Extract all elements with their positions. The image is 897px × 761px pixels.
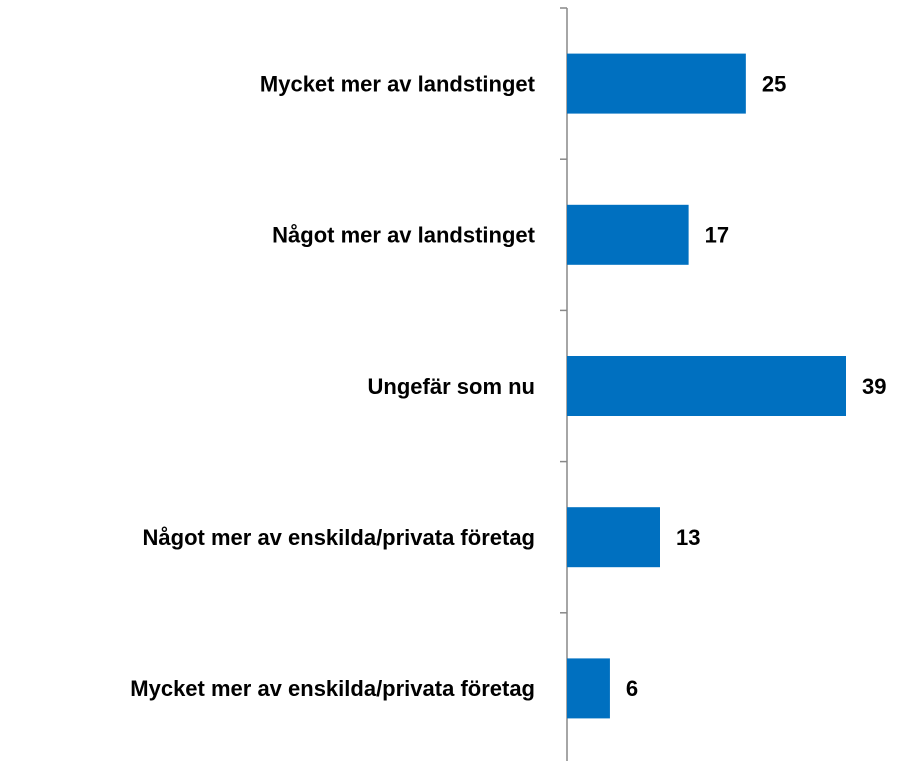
category-label: Mycket mer av enskilda/privata företag bbox=[130, 676, 535, 701]
value-label: 13 bbox=[676, 525, 700, 550]
value-label: 17 bbox=[705, 223, 729, 248]
category-label: Något mer av enskilda/privata företag bbox=[143, 525, 535, 550]
value-label: 25 bbox=[762, 71, 786, 96]
bar bbox=[567, 507, 660, 568]
bar bbox=[567, 356, 846, 416]
category-label: Något mer av landstinget bbox=[272, 223, 536, 248]
category-label: Mycket mer av landstinget bbox=[260, 71, 536, 96]
bar bbox=[567, 53, 746, 114]
category-label: Ungefär som nu bbox=[368, 374, 535, 399]
bar bbox=[567, 204, 689, 265]
bar bbox=[567, 658, 610, 719]
value-label: 39 bbox=[862, 374, 886, 399]
value-label: 6 bbox=[626, 676, 638, 701]
